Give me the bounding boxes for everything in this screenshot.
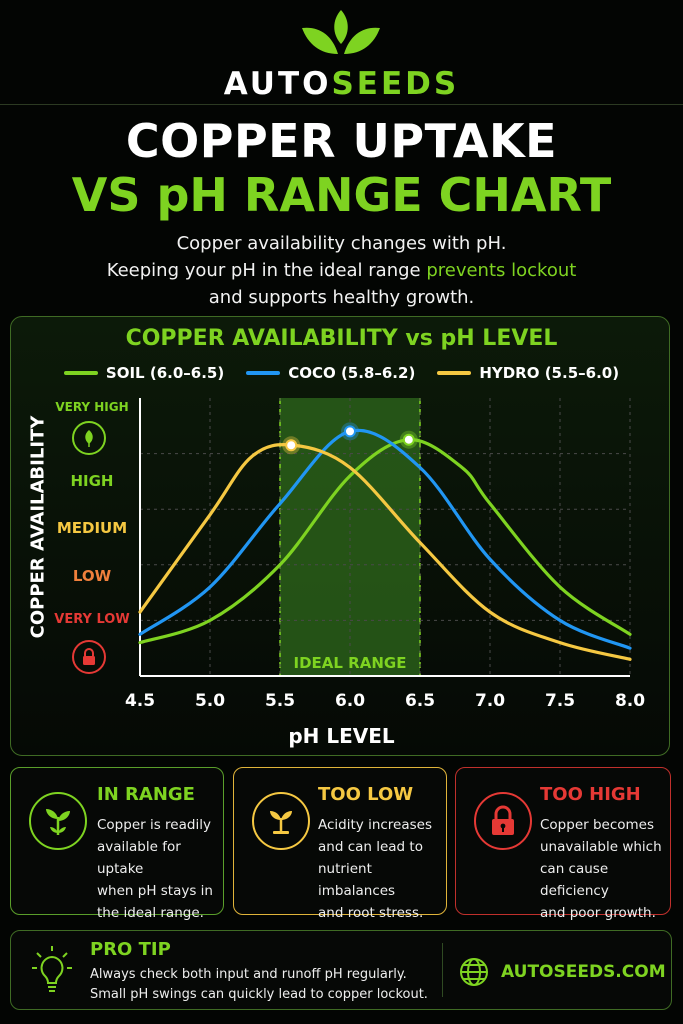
card-title: IN RANGE <box>97 784 195 805</box>
pro-tip-text: Always check both input and runoff pH re… <box>90 967 428 1002</box>
leaf-icon <box>72 421 106 455</box>
pro-tip-title: PRO TIP <box>90 939 171 960</box>
card-too-low: TOO LOW Acidity increases and can lead to… <box>233 767 447 921</box>
globe-icon <box>460 958 488 986</box>
website-link[interactable]: AUTOSEEDS.COM <box>501 962 666 982</box>
lightbulb-icon <box>32 946 72 992</box>
legend-item-hydro: HYDRO (5.5–6.0) <box>437 364 619 382</box>
sprout-icon <box>29 792 87 850</box>
series-line-coco <box>138 428 632 650</box>
brand-logo: AUTOSEEDS <box>223 66 460 102</box>
lock-icon <box>72 640 106 674</box>
tip-divider <box>442 943 443 997</box>
chart-title: COPPER AVAILABILITY vs pH LEVEL <box>125 326 558 351</box>
x-tick-label: 8.0 <box>615 691 645 711</box>
leaf-logo-icon <box>302 10 380 54</box>
legend-item-soil: SOIL (6.0–6.5) <box>63 364 224 382</box>
page-title-line1: COPPER UPTAKE <box>125 114 558 168</box>
series-line-hydro <box>138 442 632 661</box>
y-level-very-high: VERY HIGH <box>55 400 129 414</box>
x-tick-label: 6.0 <box>335 691 365 711</box>
lock-icon <box>474 792 532 850</box>
x-tick-label: 5.0 <box>195 691 225 711</box>
x-axis-label: pH LEVEL <box>288 724 395 748</box>
header-divider <box>0 104 683 105</box>
card-in-range: IN RANGE Copper is readily available for … <box>10 767 224 921</box>
card-text: Acidity increases and can lead to nutrient… <box>318 817 432 921</box>
peak-point-hydro <box>285 439 298 452</box>
chart-legend: SOIL (6.0–6.5) COCO (5.8–6.2) HYDRO (5.5… <box>0 364 683 382</box>
y-level-low: LOW <box>72 567 112 585</box>
card-text: Copper becomes unavailable which can cause… <box>540 817 662 921</box>
card-text: Copper is readily available for uptake whe… <box>97 817 213 921</box>
peak-point-coco <box>344 425 356 438</box>
card-too-high: TOO HIGH Copper becomes unavailable which… <box>455 767 671 921</box>
x-tick-label: 5.5 <box>265 691 295 711</box>
page-subtitle: Copper availability changes with pH. Kee… <box>106 233 577 308</box>
x-tick-label: 4.5 <box>125 691 155 711</box>
y-level-medium: MEDIUM <box>56 519 128 537</box>
card-title: TOO LOW <box>318 784 414 805</box>
ideal-range-label: IDEAL RANGE <box>294 654 407 672</box>
pro-tip-panel: PRO TIP Always check both input and runo… <box>10 930 672 1010</box>
y-level-high: HIGH <box>70 472 114 490</box>
x-tick-label: 6.5 <box>405 691 435 711</box>
x-tick-label: 7.0 <box>475 691 505 711</box>
peak-point-soil <box>402 433 415 446</box>
y-level-very-low: VERY LOW <box>54 612 130 627</box>
card-title: TOO HIGH <box>540 784 641 805</box>
sprout-icon <box>252 792 310 850</box>
x-tick-label: 7.5 <box>545 691 575 711</box>
page-title-line2: VS pH RANGE CHART <box>71 168 612 222</box>
legend-item-coco: COCO (5.8–6.2) <box>246 364 415 382</box>
